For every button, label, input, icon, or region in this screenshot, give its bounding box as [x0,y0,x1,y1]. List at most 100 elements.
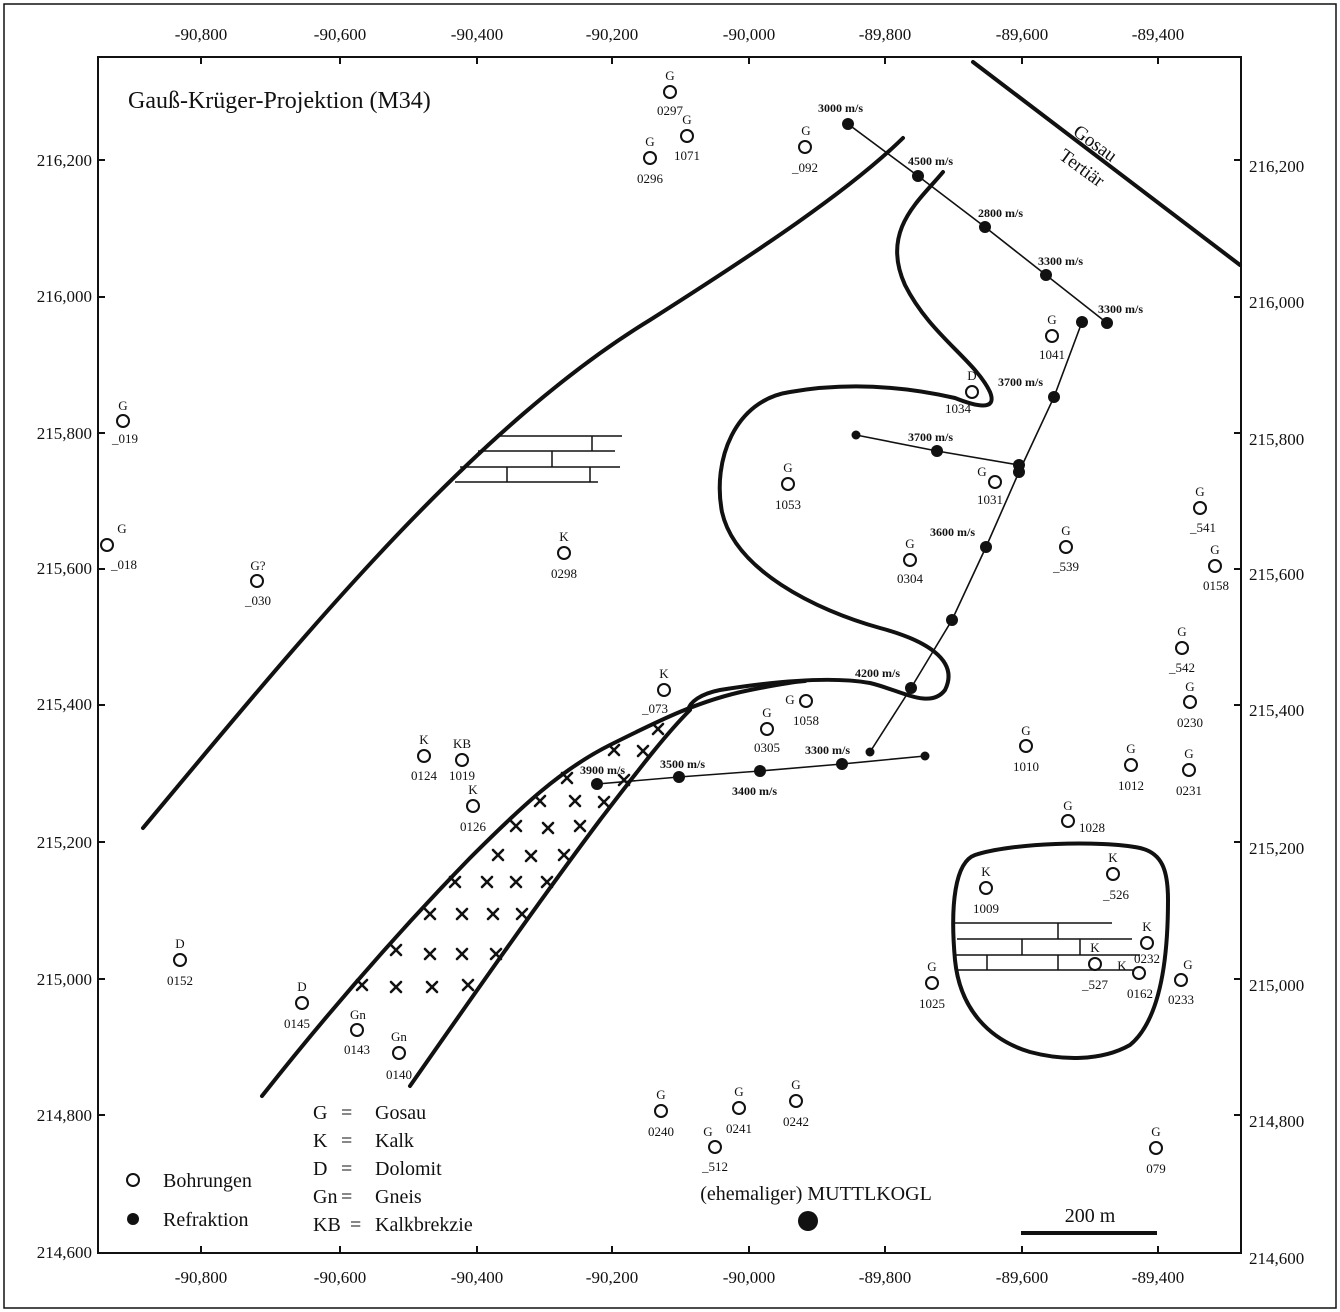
borehole-0305[interactable]: G 0305 [754,705,780,755]
enclosed-limestone-body [951,841,1170,1060]
refraction-profiles [596,123,1108,785]
borehole-079[interactable]: G 079 [1146,1124,1166,1176]
x-tick-label: -89,600 [996,1268,1048,1287]
borehole-0143[interactable]: Gn 0143 [344,1007,370,1057]
breccia-band-west-edge [260,679,807,1098]
borehole-0140[interactable]: Gn 0140 [386,1029,412,1082]
borehole-marker [760,722,774,736]
y-tick-label: 215,200 [37,833,92,852]
borehole-0126[interactable]: K 0126 [460,782,487,834]
x-tick-label: -89,400 [1132,25,1184,44]
x-tick-label: -90,200 [586,1268,638,1287]
borehole-1031[interactable]: G 1031 [977,464,1003,507]
refraction-point [905,682,917,694]
borehole-0297[interactable]: G 0297 [657,68,684,118]
borehole-_030[interactable]: G? _030 [244,558,271,608]
legend-code: KB [313,1214,341,1236]
borehole-code: G [645,134,654,149]
borehole-1019[interactable]: KB 1019 [449,736,475,783]
borehole-code: G [1185,679,1194,694]
cross-mark [651,722,665,736]
borehole-1053[interactable]: G 1053 [775,460,801,512]
borehole-0230[interactable]: G 0230 [1177,679,1203,730]
refraction-point [591,778,603,790]
borehole-0232[interactable]: K 0232 [1134,919,1160,966]
borehole-id: _542 [1168,660,1195,675]
borehole-1034[interactable]: D 1034 [945,368,979,416]
cross-mark [607,743,621,757]
borehole-0242[interactable]: G 0242 [783,1077,809,1129]
borehole-0240[interactable]: G 0240 [648,1087,674,1139]
borehole-marker [173,953,187,967]
borehole-0158[interactable]: G 0158 [1203,542,1229,593]
y-tick-label: 216,200 [37,151,92,170]
velocity-label: 3300 m/s [1098,302,1143,316]
refraction-point [946,614,958,626]
borehole-0152[interactable]: D 0152 [167,936,193,988]
borehole-1041[interactable]: G 1041 [1039,312,1065,362]
borehole-code: K [559,529,569,544]
borehole-0233[interactable]: G 0233 [1168,957,1194,1007]
borehole-1012[interactable]: G 1012 [1118,741,1144,793]
y-axis-right: 216,200 216,000 215,800 215,600 215,400 … [1249,157,1304,1268]
borehole-id: 0162 [1127,986,1153,1001]
borehole-1010[interactable]: G 1010 [1013,723,1039,774]
borehole-id: 1041 [1039,347,1065,362]
borehole-code: G [1195,484,1204,499]
borehole-_018[interactable]: G _018 [100,521,137,572]
borehole-code: G [656,1087,665,1102]
meander-boundary [686,170,994,712]
borehole-marker [781,477,795,491]
borehole-_541[interactable]: G _541 [1189,484,1216,535]
borehole-code: G [1126,741,1135,756]
borehole-id: 0126 [460,819,487,834]
borehole-code: G [1151,1124,1160,1139]
borehole-id: 0304 [897,571,924,586]
borehole-code: K [1090,940,1100,955]
legend-equals: = [341,1102,352,1124]
borehole-_073[interactable]: K _073 [641,666,671,716]
borehole-1028[interactable]: G 1028 [1061,798,1105,835]
borehole-_019[interactable]: G _019 [111,398,138,446]
borehole-marker [1208,559,1222,573]
borehole-_542[interactable]: G _542 [1168,624,1195,675]
borehole-_527[interactable]: K _527 [1081,940,1109,992]
borehole-0124[interactable]: K 0124 [411,732,438,783]
borehole-0241[interactable]: G 0241 [726,1084,752,1136]
borehole-0296[interactable]: G 0296 [637,134,664,186]
borehole-_539[interactable]: G _539 [1052,523,1079,574]
borehole-marker [1061,814,1075,828]
velocity-label: 3000 m/s [818,101,863,115]
refraction-point [912,170,924,182]
borehole-code: G [1047,312,1056,327]
velocity-label: 4200 m/s [855,666,900,680]
borehole-marker [798,140,812,154]
x-tick-label: -90,800 [175,25,227,44]
velocity-label: 3700 m/s [998,375,1043,389]
borehole-_092[interactable]: G _092 [791,123,818,175]
cross-mark [540,875,554,889]
refraction-point [1048,391,1060,403]
borehole-marker [663,85,677,99]
borehole-1058[interactable]: G 1058 [785,692,819,728]
borehole-id: 0231 [1176,783,1202,798]
borehole-marker [1132,966,1146,980]
x-tick-label: -90,600 [314,25,366,44]
borehole-id: 0233 [1168,992,1194,1007]
borehole-1025[interactable]: G 1025 [919,959,945,1011]
borehole-0304[interactable]: G 0304 [897,536,924,586]
borehole-0298[interactable]: K 0298 [551,529,577,581]
legend-name: Gneis [375,1186,422,1208]
refraction-point [836,758,848,770]
legend-code: G [313,1102,327,1124]
borehole-1071[interactable]: G 1071 [674,112,700,163]
borehole-0145[interactable]: D 0145 [284,979,310,1031]
borehole-_512[interactable]: G _512 [701,1124,728,1174]
borehole-0231[interactable]: G 0231 [1176,746,1202,798]
limestone-pattern-se [955,922,1140,971]
refraction-point [842,118,854,130]
borehole-_526[interactable]: K _526 [1102,850,1130,902]
borehole-1009[interactable]: K 1009 [973,864,999,916]
